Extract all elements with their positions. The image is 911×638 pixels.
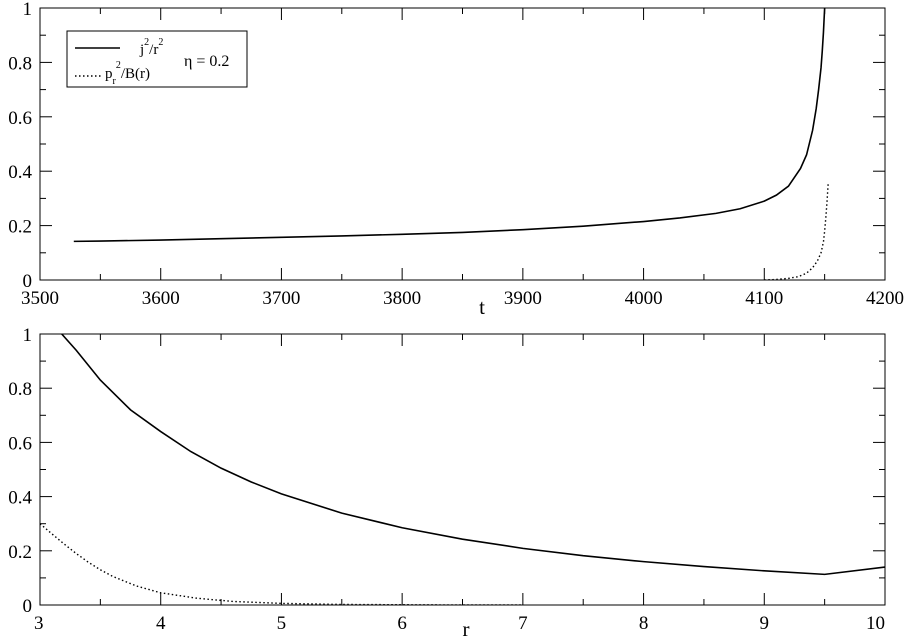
x-tick-label: 3900 xyxy=(504,288,542,309)
y-tick-label: 0.2 xyxy=(8,542,32,563)
y-tick-label: 1 xyxy=(23,325,33,346)
x-tick-label: 3600 xyxy=(142,288,180,309)
x-tick-label: 7 xyxy=(518,613,528,634)
y-tick-label: 0 xyxy=(23,271,33,292)
x-tick-label: 3500 xyxy=(21,288,59,309)
legend-box xyxy=(66,30,248,88)
y-tick-label: 0.4 xyxy=(8,162,32,183)
series-line-pr2B xyxy=(40,523,523,605)
x-axis-label: t xyxy=(479,295,485,319)
x-tick-label: 4 xyxy=(156,613,166,634)
legend-label-j2r2: j2/r2 xyxy=(139,37,163,58)
y-tick-label: 1 xyxy=(23,0,33,20)
y-tick-label: 0.2 xyxy=(8,217,32,238)
x-tick-label: 6 xyxy=(397,613,407,634)
x-tick-label: 3 xyxy=(34,613,44,634)
x-tick-label: 4200 xyxy=(866,288,904,309)
y-tick-label: 0 xyxy=(23,596,33,617)
y-tick-label: 0.8 xyxy=(8,379,32,400)
x-tick-label: 10 xyxy=(866,613,885,634)
series-line-j2r2 xyxy=(61,334,885,576)
x-axis-label: r xyxy=(463,617,470,638)
legend-label-pr2B: pr2/B(r) xyxy=(105,60,150,87)
panel-1: 3500 3600 3700 3800 3900 4000 4100 4200 0 0.2 0.4 0… xyxy=(8,0,904,319)
y-tick-label: 0.6 xyxy=(8,108,32,129)
x-tick-label: 5 xyxy=(277,613,287,634)
plot-frame xyxy=(39,333,886,606)
x-tick-label: 8 xyxy=(639,613,649,634)
x-tick-label: 9 xyxy=(760,613,770,634)
x-tick-label: 3700 xyxy=(262,288,300,309)
y-tick-label: 0.4 xyxy=(8,488,32,509)
y-tick-label: 0.6 xyxy=(8,433,32,454)
series-line-pr2B xyxy=(764,182,829,280)
x-tick-label: 3800 xyxy=(383,288,421,309)
annotation-eta: η = 0.2 xyxy=(184,53,229,70)
y-tick-label: 0.8 xyxy=(8,53,32,74)
x-tick-label: 4100 xyxy=(745,288,783,309)
panel-2: 3 4 5 6 7 8 9 10 0 0.2 0.4 0.6 0.8 1 r xyxy=(8,325,886,638)
series-line-j2r2 xyxy=(73,8,826,243)
x-tick-label: 4000 xyxy=(625,288,663,309)
